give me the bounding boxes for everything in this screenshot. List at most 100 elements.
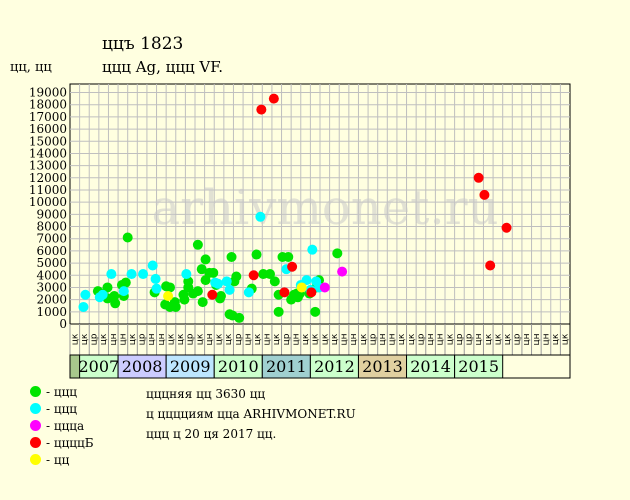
data-point [255, 211, 266, 222]
y-tick-label: 8000 [36, 220, 67, 234]
legend-item-sold: - ццц [30, 384, 94, 399]
legend-item-red: - ццццБ [30, 435, 94, 450]
y-tick-label: 5000 [36, 256, 67, 270]
average-price-note: цццняя цц 3630 цц [146, 387, 266, 401]
y-axis-unit: цц, цц [10, 60, 52, 75]
data-point [207, 289, 218, 300]
data-point [215, 290, 226, 301]
month-tick-label: цн [205, 333, 215, 345]
legend-item-auction: - ццца [30, 418, 94, 433]
month-tick-label: цн [532, 333, 542, 345]
month-tick-label: цк [561, 333, 571, 345]
data-point [170, 301, 181, 312]
month-tick-label: цк [224, 333, 234, 345]
data-point [269, 276, 280, 287]
month-tick-label: цр [416, 333, 426, 345]
month-tick-label: цн [378, 333, 388, 345]
y-tick-label: 16000 [29, 122, 67, 136]
data-point [301, 275, 312, 286]
month-tick-label: цр [138, 333, 148, 345]
data-point [307, 244, 318, 255]
data-point [192, 286, 203, 297]
y-tick-label: 1000 [36, 305, 67, 319]
legend-dot-magenta [30, 420, 41, 431]
data-point [337, 266, 348, 277]
month-tick-label: цн [474, 333, 484, 345]
month-tick-label: цк [128, 333, 138, 345]
y-tick-label: 19000 [29, 86, 67, 100]
y-tick-label: 11000 [29, 183, 67, 197]
month-tick-label: цк [80, 333, 90, 345]
y-tick-label: 18000 [29, 98, 67, 112]
legend-label: - цц [46, 452, 70, 467]
legend-item-other: - ццц [30, 401, 94, 416]
legend: - ццц - ццц - ццца - ццццБ - цц [30, 384, 94, 469]
data-point [78, 301, 89, 312]
month-tick-label: цк [70, 333, 80, 345]
data-point [181, 269, 192, 280]
data-point [283, 251, 294, 262]
data-point [165, 282, 175, 293]
year-label: 2008 [122, 357, 163, 376]
data-point [147, 260, 158, 271]
data-point [151, 283, 162, 294]
data-point [122, 232, 133, 243]
legend-dot-green [30, 386, 41, 397]
month-tick-label: цк [397, 333, 407, 345]
month-tick-label: цк [445, 333, 455, 345]
legend-label: - ццц [46, 384, 78, 399]
month-tick-label: цк [215, 333, 225, 345]
month-tick-label: цн [157, 333, 167, 345]
data-point [200, 254, 211, 265]
data-point [287, 261, 298, 272]
data-point [80, 289, 91, 300]
data-point [256, 104, 267, 115]
data-point [150, 273, 161, 284]
data-point [224, 284, 235, 295]
month-tick-label: цн [426, 333, 436, 345]
chart-subtitle: ццц Ag, ццц VF. [102, 58, 224, 76]
month-tick-label: цк [195, 333, 205, 345]
y-tick-label: 3000 [36, 280, 67, 294]
source-note: ц цццциям цца ARHIVMONET.RU [146, 407, 356, 421]
y-tick-label: 17000 [29, 110, 67, 124]
data-point [163, 290, 174, 301]
y-tick-label: 7000 [36, 232, 67, 246]
month-tick-label: цн [243, 333, 253, 345]
month-tick-label: цр [513, 333, 523, 345]
year-label: 2012 [314, 357, 355, 376]
year-label: 2013 [362, 357, 403, 376]
data-point [106, 269, 117, 280]
y-tick-label: 2000 [36, 293, 67, 307]
month-tick-label: цр [90, 333, 100, 345]
y-tick-label: 12000 [29, 171, 67, 185]
month-tick-label: цк [484, 333, 494, 345]
date-note: ццц ц 20 ця 2017 цц. [146, 427, 277, 441]
month-tick-label: цк [330, 333, 340, 345]
data-point [279, 287, 290, 298]
legend-dot-cyan [30, 403, 41, 414]
data-point [197, 297, 208, 308]
month-tick-label: цр [186, 333, 196, 345]
data-point [196, 264, 207, 275]
month-tick-label: цк [176, 333, 186, 345]
data-point [310, 306, 321, 317]
year-label: 2015 [458, 357, 499, 376]
data-point [97, 289, 108, 300]
month-tick-label: цк [272, 333, 282, 345]
data-point [109, 290, 120, 301]
y-tick-label: 6000 [36, 244, 67, 258]
month-tick-label: цк [359, 333, 369, 345]
month-tick-label: цк [253, 333, 263, 345]
data-point [248, 270, 259, 281]
legend-dot-red [30, 437, 41, 448]
data-point [126, 269, 137, 280]
month-tick-label: цн [340, 333, 350, 345]
data-point [479, 189, 490, 200]
data-point [120, 277, 131, 288]
month-tick-label: цк [503, 333, 513, 345]
data-point [265, 269, 275, 280]
data-point [473, 172, 484, 183]
data-point [243, 287, 254, 298]
year-label: 2014 [410, 357, 451, 376]
